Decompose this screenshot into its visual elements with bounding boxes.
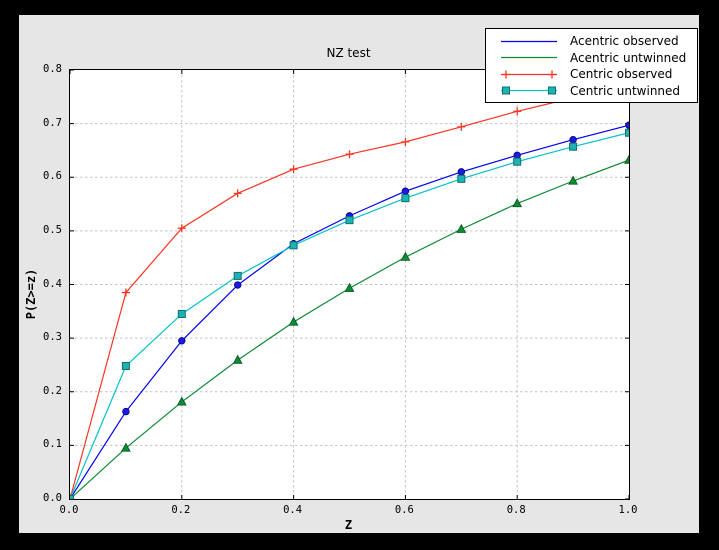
triangle-marker [176, 396, 187, 406]
y-tick-label: 0.7 [43, 116, 62, 129]
chart-title: NZ test [326, 46, 371, 60]
y-tick-labels: 0.0 0.1 0.2 0.3 0.4 0.5 0.6 0.7 0.8 [19, 63, 63, 504]
square-marker [401, 194, 410, 203]
plus-marker [457, 122, 466, 131]
plus-marker [345, 150, 354, 159]
legend-item-label: Centric observed [570, 67, 673, 82]
series-path [70, 159, 629, 499]
series-markers-0 [70, 121, 629, 499]
x-axis-label: Z [344, 518, 353, 532]
circle-marker [457, 168, 465, 176]
plot-area [69, 69, 630, 500]
triangle-marker [456, 223, 467, 233]
circle-marker [233, 281, 242, 289]
series-line-0 [70, 124, 629, 499]
circle-marker [625, 121, 629, 129]
y-tick-label: 0.3 [43, 331, 62, 344]
square-marker [625, 128, 629, 137]
x-tick-label: 1.0 [618, 504, 638, 516]
plot-svg [70, 70, 629, 499]
legend-item-label: Acentric observed [570, 34, 679, 49]
square-marker [502, 86, 510, 95]
triangle-marker [288, 316, 299, 326]
square-marker [233, 271, 242, 280]
circle-marker [178, 337, 186, 345]
square-marker [569, 142, 578, 151]
triangle-marker [344, 282, 355, 292]
y-tick-label: 0.8 [43, 63, 62, 75]
plus-marker [289, 165, 298, 174]
y-tick-label: 0.6 [43, 170, 62, 183]
plus-marker [513, 107, 522, 116]
triangle-marker [400, 251, 411, 261]
legend-item: Acentric observed [499, 33, 697, 50]
legend-item: Centric observed [499, 66, 697, 83]
legend: Acentric observed Acentric untwinned Centr… [485, 28, 698, 103]
square-marker [70, 495, 74, 499]
circle-marker [401, 187, 410, 195]
legend-item: Centric untwinned [499, 83, 697, 100]
legend-sample-1 [501, 57, 557, 59]
plus-marker [502, 70, 510, 79]
plus-marker [121, 288, 130, 297]
y-tick-label: 0.1 [43, 438, 62, 451]
plus-marker [548, 70, 556, 79]
y-tick-label: 0.2 [43, 384, 62, 397]
series-markers-3 [70, 128, 629, 499]
series-line-3 [70, 132, 629, 499]
circle-marker [569, 136, 577, 144]
triangle-marker [121, 442, 131, 452]
square-marker [457, 174, 466, 183]
triangle-marker [624, 154, 629, 164]
series-line-1 [70, 159, 629, 499]
triangle-marker [232, 354, 243, 364]
series-markers-1 [70, 154, 629, 499]
figure-canvas: NZ test P(Z>=z) 0.0 0.2 0.4 0.6 0.8 1.0 0.0 0.… [19, 15, 699, 533]
x-tick-label: 0.2 [171, 504, 191, 516]
legend-sample-2 [501, 70, 557, 79]
series-path [70, 132, 629, 499]
square-marker [513, 157, 522, 166]
y-tick-label: 0.0 [43, 492, 62, 504]
square-marker [121, 362, 130, 371]
legend-sample-3 [501, 86, 557, 95]
plus-marker [177, 224, 186, 233]
square-marker [345, 216, 354, 225]
x-tick-label: 0.0 [59, 504, 79, 516]
y-tick-label: 0.5 [43, 223, 62, 236]
x-tick-label: 0.4 [283, 504, 303, 516]
triangle-marker [568, 175, 578, 185]
square-marker [177, 309, 186, 318]
circle-marker [513, 151, 521, 159]
x-tick-label: 0.6 [394, 504, 414, 516]
triangle-marker [512, 198, 523, 208]
legend-item: Acentric untwinned [499, 50, 697, 67]
x-tick-label: 0.8 [506, 504, 526, 516]
legend-items: Acentric observed Acentric untwinned Centr… [499, 33, 697, 99]
legend-item-label: Centric untwinned [570, 83, 681, 98]
legend-item-label: Acentric untwinned [570, 50, 687, 65]
x-tick-labels: 0.0 0.2 0.4 0.6 0.8 1.0 [60, 504, 638, 517]
series-path [70, 124, 629, 499]
plus-marker [233, 189, 242, 198]
y-tick-label: 0.4 [43, 277, 62, 290]
plus-marker [401, 137, 410, 146]
circle-marker [122, 407, 130, 416]
square-marker [289, 241, 298, 250]
square-marker [548, 86, 556, 95]
legend-sample-0 [501, 40, 557, 42]
